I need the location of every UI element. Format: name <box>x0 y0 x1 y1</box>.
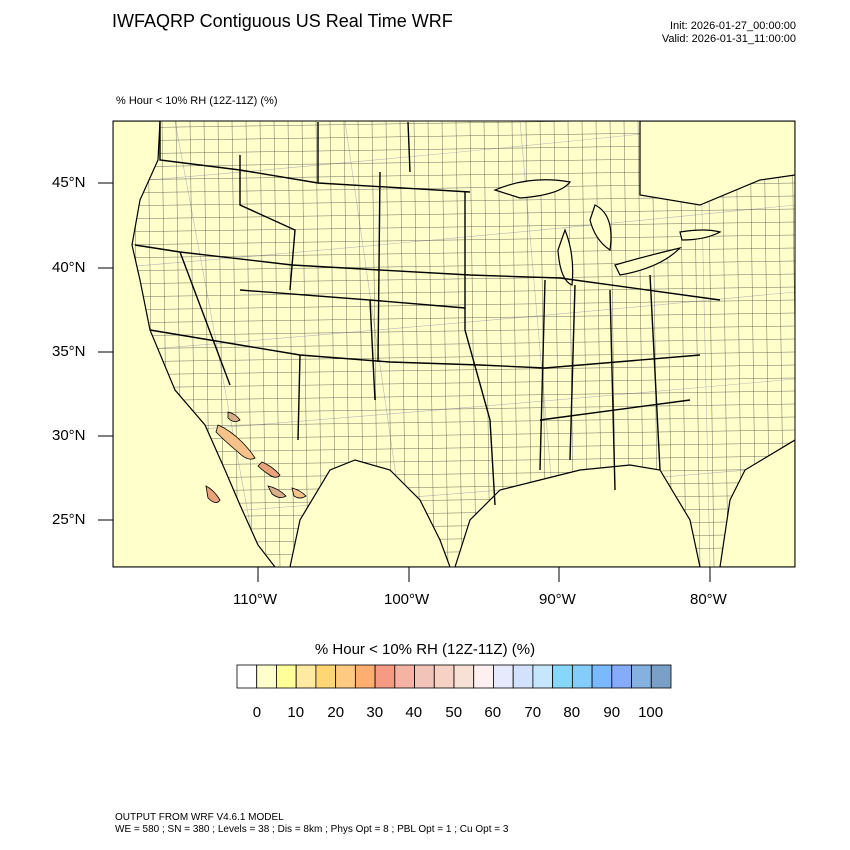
colorbar-box <box>552 664 573 689</box>
colorbar-box <box>433 664 455 689</box>
colorbar-tick-label: 10 <box>287 704 305 721</box>
colorbar-tick-label: 30 <box>366 704 384 721</box>
colorbar-box <box>276 664 297 689</box>
field-label: % Hour < 10% RH (12Z-11Z) (%) <box>116 95 278 107</box>
colorbar-tick-label: 70 <box>524 704 542 721</box>
colorbar-box <box>236 664 258 689</box>
model-config: WE = 580 ; SN = 380 ; Levels = 38 ; Dis … <box>115 824 509 835</box>
lat-label-40: 40°N <box>52 259 86 276</box>
lat-label-30: 30°N <box>52 427 86 444</box>
colorbar-box <box>493 664 514 689</box>
lat-label-45: 45°N <box>52 174 86 191</box>
colorbar-tick-label: 80 <box>563 704 581 721</box>
colorbar-box <box>335 664 356 689</box>
lon-label-90w: 90°W <box>539 591 576 608</box>
low-rh-areas <box>205 411 307 503</box>
model-info: OUTPUT FROM WRF V4.6.1 MODEL <box>115 812 284 823</box>
colorbar-box <box>295 664 317 689</box>
colorbar-box <box>374 664 396 689</box>
colorbar-tick-label: 50 <box>445 704 463 721</box>
lon-label-110w: 110°W <box>233 591 278 608</box>
colorbar-box <box>532 664 554 689</box>
colorbar-tick-label: 20 <box>327 704 345 721</box>
colorbar-box <box>571 664 593 689</box>
great-lakes <box>493 179 722 286</box>
colorbar-tick-label: 40 <box>405 704 423 721</box>
lon-label-100w: 100°W <box>384 591 430 608</box>
colorbar-box <box>315 664 337 689</box>
colorbar-tick-label: 100 <box>638 704 664 721</box>
lon-label-80w: 80°W <box>690 591 727 608</box>
colorbar-box <box>591 664 613 689</box>
map-frame <box>112 120 796 568</box>
colorbar-box <box>256 664 277 689</box>
colorbar-box <box>453 664 475 689</box>
colorbar-tick-label: 0 <box>252 704 262 721</box>
colorbar-box <box>414 664 435 689</box>
chart-title: IWFAQRP Contiguous US Real Time WRF <box>112 11 453 31</box>
colorbar-box <box>354 664 376 689</box>
lon-ticks <box>257 567 711 582</box>
lat-ticks <box>98 182 113 521</box>
colorbar-box <box>512 664 534 689</box>
init-time: Init: 2026-01-27_00:00:00 <box>670 20 796 32</box>
valid-time: Valid: 2026-01-31_11:00:00 <box>661 33 796 45</box>
colorbar-tick-label: 60 <box>484 704 502 721</box>
lat-label-35: 35°N <box>52 343 86 360</box>
colorbar-tick-label: 90 <box>603 704 621 721</box>
colorbar-title: % Hour < 10% RH (12Z-11Z) (%) <box>314 641 536 658</box>
colorbar <box>236 664 672 689</box>
colorbar-box <box>631 664 652 689</box>
ocean-areas <box>113 121 795 567</box>
lat-label-25: 25°N <box>52 511 86 528</box>
colorbar-box <box>650 664 672 689</box>
colorbar-box <box>394 664 415 689</box>
colorbar-box <box>473 664 494 689</box>
colorbar-box <box>611 664 632 689</box>
state-borders <box>134 121 721 506</box>
